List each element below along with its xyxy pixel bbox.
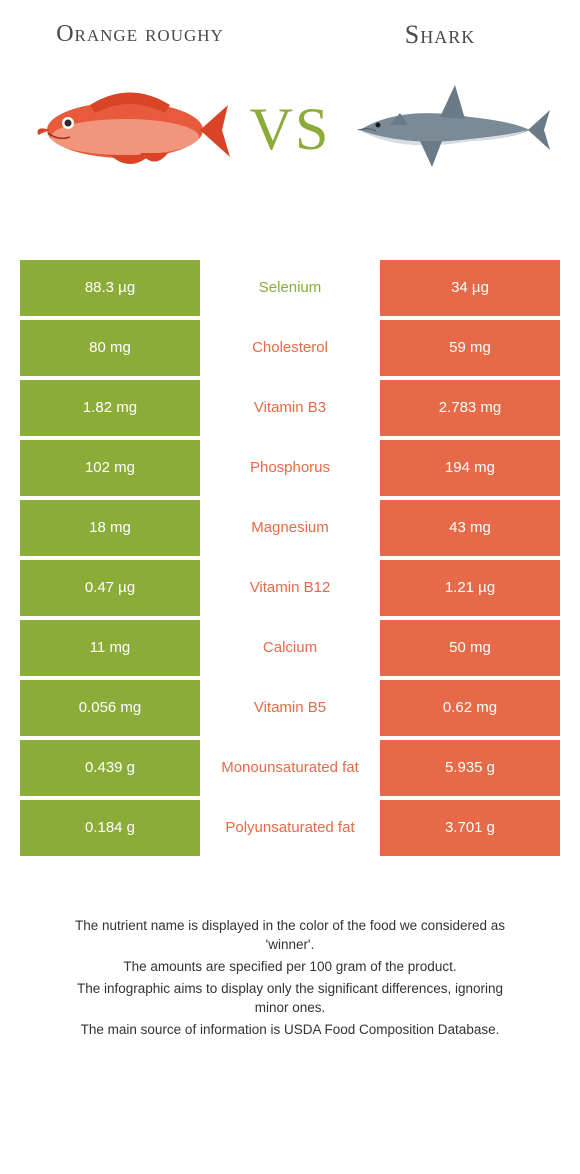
table-row: 88.3 µgSelenium34 µg xyxy=(20,260,560,316)
right-value: 59 mg xyxy=(380,320,560,376)
right-value: 50 mg xyxy=(380,620,560,676)
footer-line: The amounts are specified per 100 gram o… xyxy=(60,957,520,977)
left-value: 88.3 µg xyxy=(20,260,200,316)
left-value: 18 mg xyxy=(20,500,200,556)
left-value: 0.439 g xyxy=(20,740,200,796)
nutrient-label: Polyunsaturated fat xyxy=(200,800,380,856)
right-value: 1.21 µg xyxy=(380,560,560,616)
footer-line: The main source of information is USDA F… xyxy=(60,1020,520,1040)
nutrient-label: Cholesterol xyxy=(200,320,380,376)
table-row: 18 mgMagnesium43 mg xyxy=(20,500,560,556)
table-row: 0.47 µgVitamin B121.21 µg xyxy=(20,560,560,616)
orange-roughy-image xyxy=(30,60,230,200)
right-value: 3.701 g xyxy=(380,800,560,856)
right-value: 5.935 g xyxy=(380,740,560,796)
nutrient-label: Magnesium xyxy=(200,500,380,556)
right-food-title: Shark xyxy=(330,20,550,50)
nutrition-table: 88.3 µgSelenium34 µg80 mgCholesterol59 m… xyxy=(20,260,560,856)
header: Orange roughy Shark xyxy=(20,20,560,50)
left-value: 80 mg xyxy=(20,320,200,376)
nutrient-label: Vitamin B3 xyxy=(200,380,380,436)
shark-image xyxy=(350,60,550,200)
nutrient-label: Vitamin B12 xyxy=(200,560,380,616)
table-row: 0.056 mgVitamin B50.62 mg xyxy=(20,680,560,736)
table-row: 102 mgPhosphorus194 mg xyxy=(20,440,560,496)
nutrient-label: Calcium xyxy=(200,620,380,676)
right-value: 194 mg xyxy=(380,440,560,496)
left-food-title: Orange roughy xyxy=(30,21,250,49)
vs-label: VS xyxy=(250,95,331,164)
footer-notes: The nutrient name is displayed in the co… xyxy=(20,916,560,1039)
table-row: 0.439 gMonounsaturated fat5.935 g xyxy=(20,740,560,796)
right-value: 43 mg xyxy=(380,500,560,556)
footer-line: The nutrient name is displayed in the co… xyxy=(60,916,520,955)
right-value: 2.783 mg xyxy=(380,380,560,436)
table-row: 0.184 gPolyunsaturated fat3.701 g xyxy=(20,800,560,856)
left-value: 1.82 mg xyxy=(20,380,200,436)
left-value: 102 mg xyxy=(20,440,200,496)
left-value: 0.184 g xyxy=(20,800,200,856)
right-value: 34 µg xyxy=(380,260,560,316)
nutrient-label: Vitamin B5 xyxy=(200,680,380,736)
right-value: 0.62 mg xyxy=(380,680,560,736)
nutrient-label: Monounsaturated fat xyxy=(200,740,380,796)
left-value: 0.056 mg xyxy=(20,680,200,736)
footer-line: The infographic aims to display only the… xyxy=(60,979,520,1018)
nutrient-label: Phosphorus xyxy=(200,440,380,496)
nutrient-label: Selenium xyxy=(200,260,380,316)
table-row: 1.82 mgVitamin B32.783 mg xyxy=(20,380,560,436)
images-row: VS xyxy=(20,60,560,220)
left-value: 0.47 µg xyxy=(20,560,200,616)
table-row: 80 mgCholesterol59 mg xyxy=(20,320,560,376)
left-value: 11 mg xyxy=(20,620,200,676)
table-row: 11 mgCalcium50 mg xyxy=(20,620,560,676)
